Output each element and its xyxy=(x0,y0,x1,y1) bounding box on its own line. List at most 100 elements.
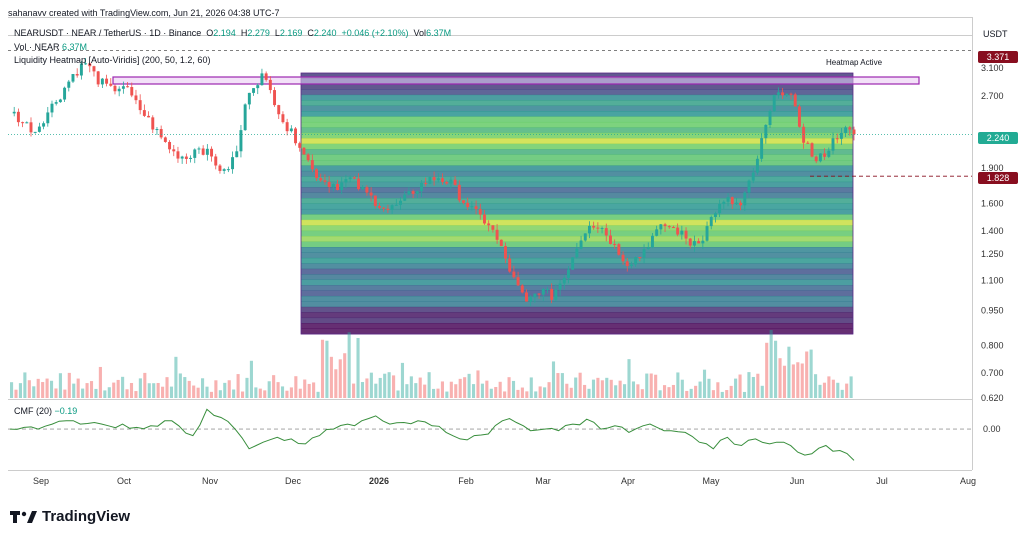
volume-bar xyxy=(645,373,649,398)
volume-bar xyxy=(32,386,36,398)
candle-body xyxy=(323,180,327,182)
heatmap-stripe xyxy=(301,208,853,215)
volume-bar xyxy=(827,376,831,398)
volume-bar xyxy=(209,391,214,398)
candle-body xyxy=(449,179,453,184)
volume-bar xyxy=(774,340,778,398)
heatmap-stripe xyxy=(301,214,853,221)
candle-body xyxy=(571,257,575,270)
price-tick-label: 0.700 xyxy=(981,368,1004,378)
candle-body xyxy=(264,73,268,80)
candle-body xyxy=(331,184,335,188)
volume-bar xyxy=(818,384,822,398)
candle-body xyxy=(394,204,398,206)
volume-bar xyxy=(711,390,715,398)
candle-body xyxy=(100,78,104,85)
candle-body xyxy=(285,122,289,132)
volume-bar xyxy=(742,391,747,398)
candle-body xyxy=(231,157,235,170)
volume-bar xyxy=(782,365,787,398)
volume-bar xyxy=(485,380,489,398)
candle-body xyxy=(96,71,100,85)
candle-body xyxy=(92,66,96,72)
volume-bar xyxy=(507,377,511,398)
candle-body xyxy=(378,205,381,208)
volume-bar xyxy=(449,381,453,398)
candle-body xyxy=(575,248,579,258)
heatmap-stripe xyxy=(301,219,853,226)
volume-bar xyxy=(534,391,538,398)
time-axis-label: Mar xyxy=(535,476,551,486)
candle-body xyxy=(734,202,738,205)
candle-body xyxy=(650,235,654,248)
heatmap-stripe xyxy=(301,285,853,291)
price-levels xyxy=(8,50,972,177)
heatmap-stripe xyxy=(301,83,853,90)
volume-bar xyxy=(249,360,253,398)
candle-body xyxy=(772,94,776,111)
volume-bar xyxy=(800,363,804,398)
heatmap-stripe xyxy=(301,301,853,308)
heatmap-stripe xyxy=(301,236,853,242)
candle-body xyxy=(797,106,801,127)
candle-body xyxy=(399,200,402,205)
price-tick-label: 3.100 xyxy=(981,63,1004,73)
candle-body xyxy=(415,191,419,194)
candle-body xyxy=(390,205,394,210)
heatmap-stripe xyxy=(301,274,853,281)
candle-body xyxy=(692,241,696,246)
volume-bar xyxy=(480,383,484,398)
candle-body xyxy=(453,179,457,185)
candle-body xyxy=(84,63,88,65)
cmf-tick-label: 0.00 xyxy=(983,424,1001,434)
heatmap-stripe xyxy=(301,143,853,150)
close-label: C xyxy=(307,28,314,38)
candle-body xyxy=(776,92,780,95)
volume-bar xyxy=(116,379,120,398)
volume-bar xyxy=(618,380,622,398)
volume-bar xyxy=(471,384,476,398)
volume-bar xyxy=(720,391,724,398)
candle-body xyxy=(634,257,638,265)
volume-legend[interactable]: Vol · NEAR 6.37M xyxy=(14,42,87,52)
volume-bar xyxy=(796,362,800,398)
candle-body xyxy=(361,187,365,190)
candle-body xyxy=(113,85,117,92)
candle-body xyxy=(566,269,570,278)
cmf-legend[interactable]: CMF (20) −0.19 xyxy=(14,406,77,416)
candle-body xyxy=(793,94,797,107)
candle-body xyxy=(21,122,25,124)
volume-bar xyxy=(543,387,547,398)
volume-bar xyxy=(463,377,467,398)
volume-bar xyxy=(418,377,422,398)
volume-bar xyxy=(729,385,733,398)
heatmap-stripe xyxy=(301,230,853,237)
volume-bar xyxy=(258,388,262,398)
candle-body xyxy=(730,197,734,205)
candle-body xyxy=(79,63,83,76)
volume-bar xyxy=(409,376,413,398)
volume-bar xyxy=(778,358,782,398)
price-tick-label: 0.950 xyxy=(981,305,1004,315)
volume-bar xyxy=(614,385,618,398)
candle-body xyxy=(29,122,33,133)
candle-body xyxy=(462,200,465,203)
candle-body xyxy=(642,249,646,258)
candle-body xyxy=(205,148,209,155)
volume-bar xyxy=(436,388,440,398)
volume-bar xyxy=(378,377,382,398)
volume-bar xyxy=(809,349,813,398)
heatmap-legend[interactable]: Liquidity Heatmap [Auto-Viridis] (200, 5… xyxy=(14,55,211,65)
candle-body xyxy=(667,226,671,228)
volume-bar xyxy=(627,359,631,398)
candle-body xyxy=(613,243,617,245)
symbol-title[interactable]: NEARUSDT · NEAR / TetherUS · 1D · Binanc… xyxy=(14,28,202,38)
candle-body xyxy=(676,227,680,235)
volume-bar xyxy=(596,377,600,398)
heatmap-active-label: Heatmap Active xyxy=(826,58,883,67)
vol-value: 6.37M xyxy=(426,28,452,38)
price-tick-label: 1.250 xyxy=(981,249,1004,259)
volume-bar xyxy=(45,378,49,398)
cmf-pane xyxy=(8,408,972,461)
